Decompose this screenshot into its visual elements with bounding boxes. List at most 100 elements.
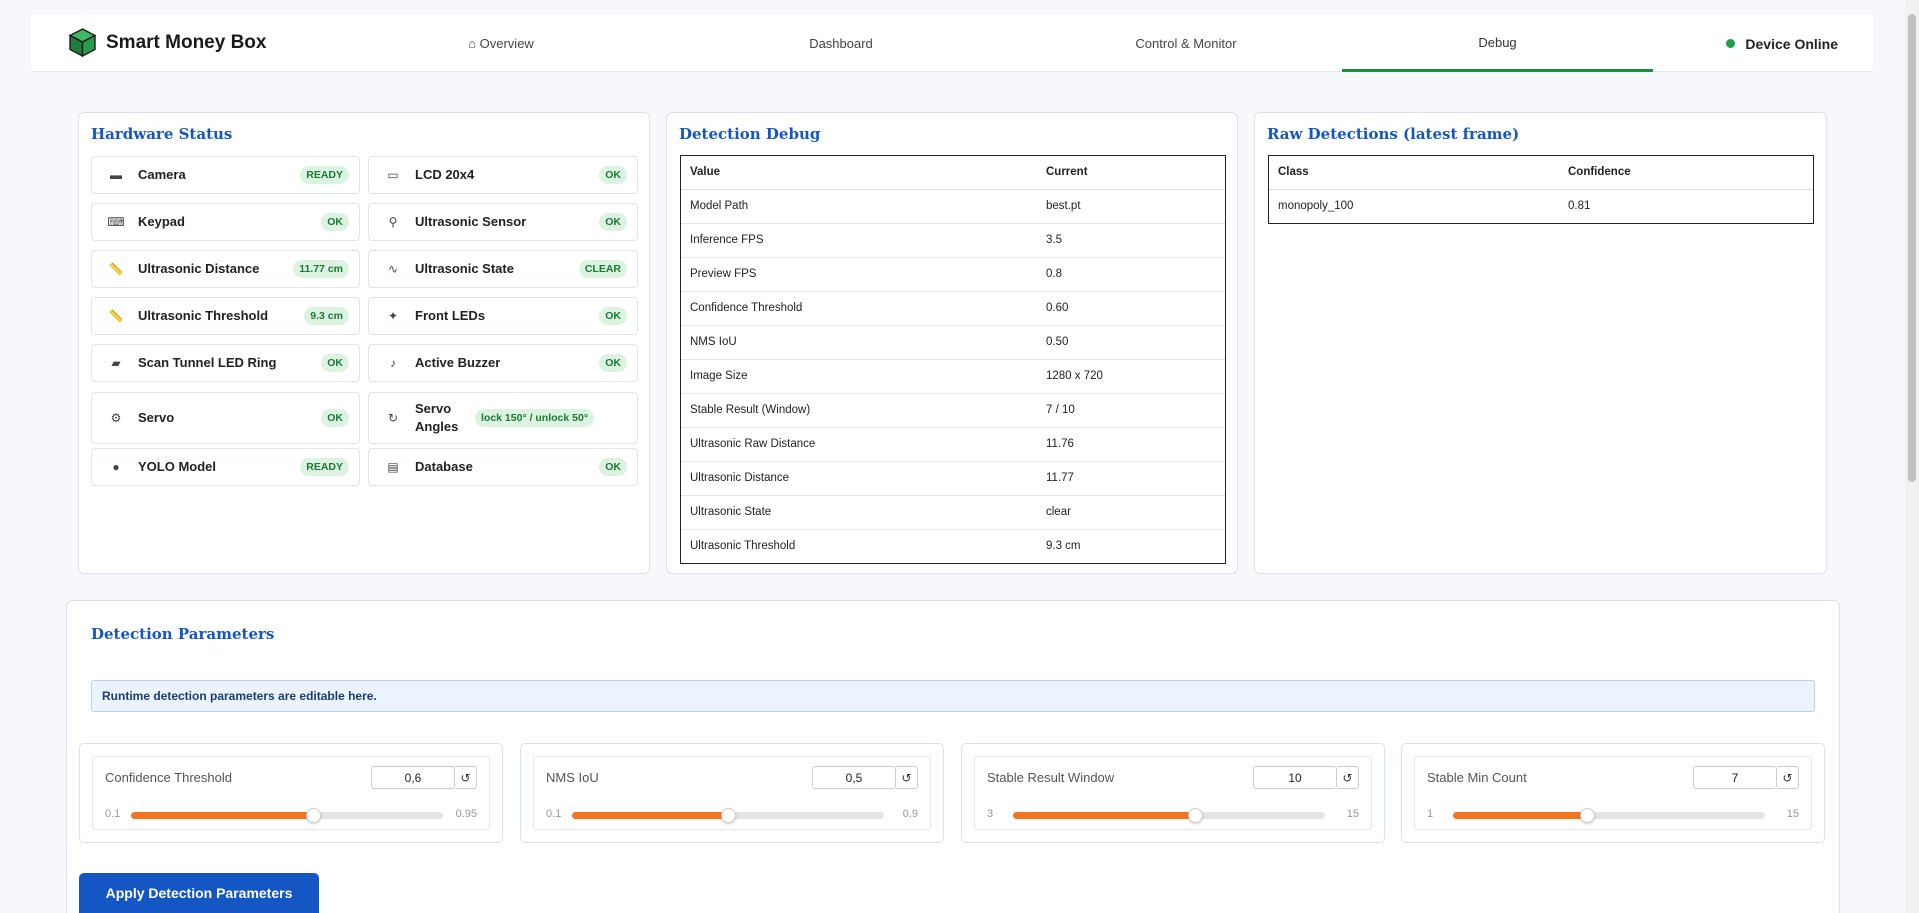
detection-debug-card: Detection Debug Value Current Model Path… xyxy=(666,112,1238,574)
table-row: Stable Result (Window) 7 / 10 xyxy=(681,393,1225,428)
detection-parameters-title: Detection Parameters xyxy=(91,625,275,643)
wave-icon: ∿ xyxy=(387,262,399,276)
slider-fill xyxy=(1013,812,1195,819)
table-cell-current: 7 / 10 xyxy=(1037,393,1225,428)
table-row: Ultrasonic Distance 11.77 xyxy=(681,461,1225,496)
status-dot-icon xyxy=(1726,39,1736,48)
table-cell-value: Model Path xyxy=(681,189,1037,224)
status-badge: OK xyxy=(599,307,627,325)
reset-icon[interactable]: ↺ xyxy=(1337,766,1359,789)
slider-max-label: 15 xyxy=(1346,808,1359,820)
table-row: NMS IoU 0.50 xyxy=(681,325,1225,360)
table-cell-value: Ultrasonic Distance xyxy=(681,461,1037,496)
slider-thumb[interactable] xyxy=(306,808,322,823)
slider-thumb[interactable] xyxy=(1579,808,1595,823)
table-cell-value: Ultrasonic Threshold xyxy=(690,540,796,553)
brand[interactable]: Smart Money Box xyxy=(69,28,266,57)
top-nav: Smart Money Box ⌂ Overview Dashboard Con… xyxy=(31,15,1873,72)
status-badge: OK xyxy=(599,213,627,231)
table-cell-value: Inference FPS xyxy=(681,223,1037,258)
table-cell-value: Stable Result (Window) xyxy=(681,393,1037,428)
table-cell-current: 9.3 cm xyxy=(1046,540,1081,553)
tab-overview[interactable]: ⌂ Overview xyxy=(468,36,534,51)
status-badge: CLEAR xyxy=(578,260,627,278)
slider-thumb[interactable] xyxy=(1187,808,1203,823)
parameter-value-input[interactable]: 0,5 xyxy=(812,766,896,789)
slider-max-label: 0.9 xyxy=(902,808,918,820)
tab-dashboard[interactable]: Dashboard xyxy=(809,36,873,51)
reset-icon[interactable]: ↺ xyxy=(1777,766,1799,789)
slider-thumb[interactable] xyxy=(721,808,736,823)
flashlight-icon: ▰ xyxy=(111,356,121,370)
brain-icon: ● xyxy=(112,460,120,474)
parameter-control: NMS IoU 0,5 ↺ 0.1 0.9 xyxy=(533,756,931,830)
music-note-icon: ♪ xyxy=(390,356,396,370)
table-cell-current: 11.76 xyxy=(1037,427,1225,462)
table-row: Model Path best.pt xyxy=(681,189,1225,224)
reset-icon[interactable]: ↺ xyxy=(455,766,477,789)
page-scrollbar[interactable] xyxy=(1905,0,1919,913)
raw-detections-title: Raw Detections (latest frame) xyxy=(1267,125,1520,143)
slider-min-label: 0.1 xyxy=(546,808,562,820)
status-badge: OK xyxy=(599,458,627,476)
table-cell-current: 0.8 xyxy=(1037,257,1225,292)
slider-track[interactable] xyxy=(1013,808,1325,823)
ruler-icon: 📏 xyxy=(108,309,124,323)
satellite-icon: ⚲ xyxy=(388,215,398,229)
status-badge: OK xyxy=(599,354,627,372)
slider-fill xyxy=(131,812,314,819)
hardware-item: 📏 Ultrasonic Threshold 9.3 cm xyxy=(91,297,360,335)
table-row: Image Size 1280 x 720 xyxy=(681,359,1225,394)
parameter-value-input[interactable]: 0,6 xyxy=(371,766,455,789)
hardware-item-label: Active Buzzer xyxy=(415,355,501,370)
table-row: Inference FPS 3.5 xyxy=(681,223,1225,258)
parameter-card: NMS IoU 0,5 ↺ 0.1 0.9 xyxy=(520,743,944,843)
hardware-item: ▤ Database OK xyxy=(368,448,638,486)
keypad-icon: ⌨ xyxy=(107,215,125,229)
hardware-item: ● YOLO Model READY xyxy=(91,448,360,486)
parameter-value-input[interactable]: 10 xyxy=(1253,766,1337,789)
slider-track[interactable] xyxy=(572,808,884,823)
table-row: Preview FPS 0.8 xyxy=(681,257,1225,292)
ruler-icon: 📏 xyxy=(108,262,124,276)
parameter-label: Confidence Threshold xyxy=(105,770,232,785)
status-badge: READY xyxy=(300,458,349,476)
hardware-item: ↻ Servo Angles lock 150° / unlock 50° xyxy=(368,392,638,444)
hardware-status-title: Hardware Status xyxy=(91,125,233,143)
hardware-item: ▭ LCD 20x4 OK xyxy=(368,156,638,194)
hardware-item-label: Ultrasonic Sensor xyxy=(415,214,527,229)
table-cell-current: best.pt xyxy=(1037,189,1225,224)
hardware-item: ⚙ Servo OK xyxy=(91,392,360,444)
status-badge: OK xyxy=(321,213,349,231)
raw-detections-card: Raw Detections (latest frame) Class Conf… xyxy=(1254,112,1827,574)
hardware-item-label: LCD 20x4 xyxy=(415,167,475,182)
table-cell-class: monopoly_100 xyxy=(1278,200,1354,213)
hardware-item-label: Scan Tunnel LED Ring xyxy=(138,355,277,370)
table-cell-current: 3.5 xyxy=(1037,223,1225,258)
sparkle-icon: ✦ xyxy=(387,309,399,323)
slider-max-label: 0.95 xyxy=(455,808,477,820)
slider-max-label: 15 xyxy=(1786,808,1799,820)
table-cell-value: Confidence Threshold xyxy=(681,291,1037,326)
slider-track[interactable] xyxy=(1453,808,1765,823)
status-badge: lock 150° / unlock 50° xyxy=(475,409,595,427)
hardware-item-label: Database xyxy=(415,459,473,474)
column-header-confidence: Confidence xyxy=(1559,156,1813,190)
tab-control-monitor[interactable]: Control & Monitor xyxy=(1135,36,1237,51)
apply-detection-parameters-button[interactable]: Apply Detection Parameters xyxy=(79,873,319,913)
hardware-item-label: Keypad xyxy=(138,214,185,229)
table-cell-current: 1280 x 720 xyxy=(1037,359,1225,394)
parameter-card: Stable Min Count 7 ↺ 1 15 xyxy=(1401,743,1825,843)
hardware-item-label: Servo xyxy=(138,410,175,425)
column-header-current: Current xyxy=(1037,156,1225,190)
reset-icon[interactable]: ↺ xyxy=(896,766,918,789)
parameter-value-input[interactable]: 7 xyxy=(1693,766,1777,789)
hardware-item: ⌨ Keypad OK xyxy=(91,203,360,241)
column-header-class: Class xyxy=(1269,156,1559,190)
parameter-control: Confidence Threshold 0,6 ↺ 0.1 0.95 xyxy=(92,756,490,830)
hardware-item-label: YOLO Model xyxy=(138,459,216,474)
slider-track[interactable] xyxy=(131,808,443,823)
device-status: Device Online xyxy=(1726,15,1838,72)
tab-debug[interactable]: Debug xyxy=(1342,15,1653,72)
scrollbar-thumb[interactable] xyxy=(1908,14,1916,482)
